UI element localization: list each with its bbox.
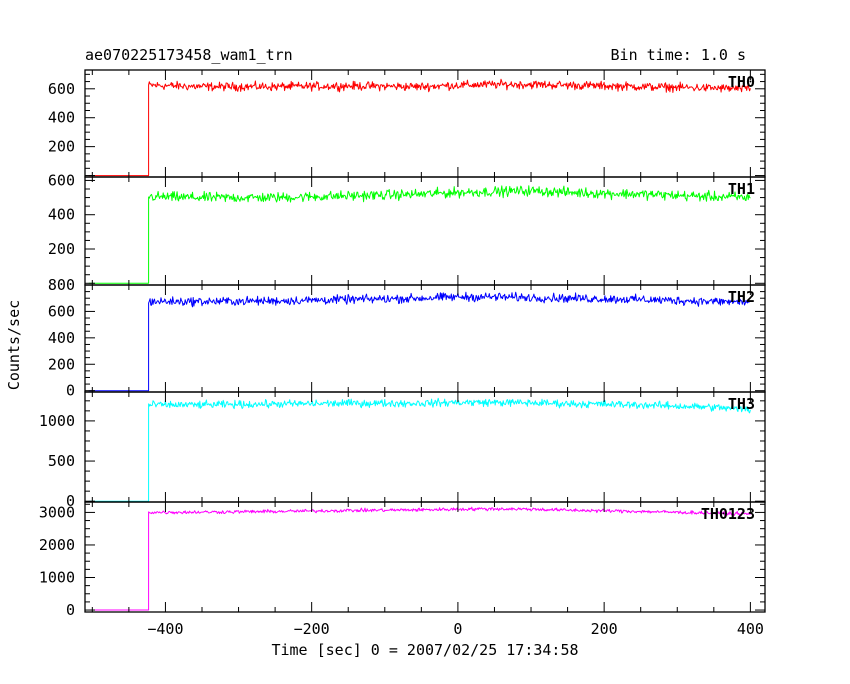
x-tick-label: 400 <box>737 620 764 638</box>
chart-title: ae070225173458_wam1_trn <box>85 46 293 64</box>
series-label-th0123: TH0123 <box>701 505 755 523</box>
bin-time-label: Bin time: 1.0 s <box>611 46 746 64</box>
y-tick-label: 0 <box>66 382 75 400</box>
panel-th2: 0 200 400 600 800 TH2 <box>48 276 766 400</box>
series-label-th2: TH2 <box>728 288 755 306</box>
series-line-th3 <box>88 397 751 502</box>
panel-th1: 200 400 600 TH1 <box>48 171 766 286</box>
series-line-th1 <box>88 185 751 284</box>
series-label-th0: TH0 <box>728 73 755 91</box>
series-line-th0 <box>88 78 751 177</box>
y-tick-label: 200 <box>48 138 75 156</box>
y-tick-label: 500 <box>48 452 75 470</box>
x-tick-label: −200 <box>294 620 330 638</box>
series-line-th2 <box>88 291 751 392</box>
x-tick-label: −400 <box>147 620 183 638</box>
y-tick-label: 2000 <box>39 536 75 554</box>
x-tick-label: 200 <box>591 620 618 638</box>
panel-th0: 200 400 600 TH0 <box>48 69 766 178</box>
y-tick-label: 400 <box>48 206 75 224</box>
panels-group: 200 400 600 TH0 200 400 600 TH1 0 200 400 600 800 TH2… <box>39 69 766 638</box>
y-tick-label: 800 <box>48 276 75 294</box>
y-tick-label: 1000 <box>39 412 75 430</box>
y-tick-label: 400 <box>48 109 75 127</box>
y-tick-label: 200 <box>48 240 75 258</box>
series-line-th0123 <box>88 506 751 611</box>
y-tick-label: 200 <box>48 355 75 373</box>
x-axis-title: Time [sec] 0 = 2007/02/25 17:34:58 <box>271 641 578 659</box>
y-tick-label: 600 <box>48 80 75 98</box>
y-tick-label: 0 <box>66 601 75 619</box>
x-tick-label: 0 <box>453 620 462 638</box>
y-axis-title: Counts/sec <box>5 300 23 390</box>
y-tick-label: 0 <box>66 492 75 510</box>
y-tick-label: 400 <box>48 329 75 347</box>
panel-frame <box>84 391 766 503</box>
panel-frame <box>84 501 766 613</box>
y-tick-label: 3000 <box>39 503 75 521</box>
series-label-th1: TH1 <box>728 180 755 198</box>
y-tick-label: 600 <box>48 302 75 320</box>
series-label-th3: TH3 <box>728 395 755 413</box>
panel-frame <box>84 176 766 286</box>
panel-th0123: 0 1000 2000 3000 TH0123 <box>39 501 766 619</box>
y-tick-label: 600 <box>48 171 75 189</box>
panel-th3: 0 500 1000 TH3 <box>39 391 766 510</box>
y-tick-label: 1000 <box>39 569 75 587</box>
